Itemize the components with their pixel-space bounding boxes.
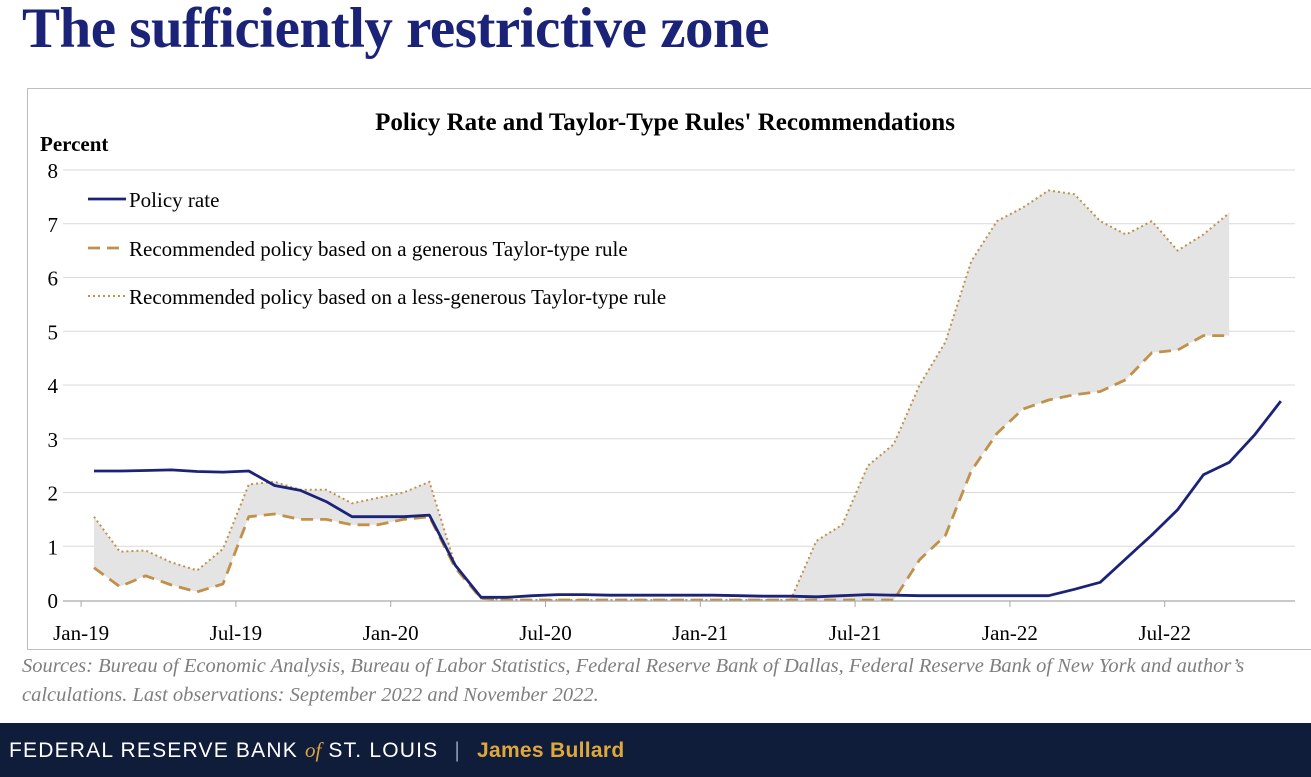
x-tick-label: Jan-21 bbox=[672, 621, 728, 645]
x-tick-label: Jan-22 bbox=[982, 621, 1038, 645]
sources-note: Sources: Bureau of Economic Analysis, Bu… bbox=[22, 655, 1245, 706]
y-axis-label: Percent bbox=[40, 132, 108, 156]
x-tick-label: Jan-19 bbox=[53, 621, 109, 645]
footer-separator: | bbox=[454, 739, 461, 762]
legend-label: Policy rate bbox=[129, 188, 219, 212]
y-tick-label: 3 bbox=[48, 428, 59, 452]
y-tick-label: 8 bbox=[48, 159, 59, 183]
footer-bank-of: of bbox=[304, 738, 322, 762]
footer-bar: FEDERAL RESERVE BANK of ST. LOUIS | James … bbox=[0, 723, 1311, 777]
slide-title: The sufficiently restrictive zone bbox=[22, 0, 770, 60]
footer-bank-name: FEDERAL RESERVE BANK bbox=[9, 739, 305, 762]
y-tick-label: 6 bbox=[48, 267, 59, 291]
chart-title: Policy Rate and Taylor-Type Rules' Recom… bbox=[375, 109, 955, 136]
y-tick-label: 2 bbox=[48, 482, 59, 506]
shaded-band bbox=[94, 190, 1230, 600]
chart: Policy Rate and Taylor-Type Rules' Recom… bbox=[40, 109, 1295, 645]
shaded-area bbox=[94, 190, 1230, 600]
y-tick-label: 0 bbox=[48, 589, 59, 613]
legend-label: Recommended policy based on a generous T… bbox=[129, 237, 628, 261]
y-tick-label: 5 bbox=[48, 320, 59, 344]
legend: Policy rate Recommended policy based on a… bbox=[88, 188, 666, 309]
generous-rule-line bbox=[93, 334, 1230, 602]
x-tick-label: Jul-22 bbox=[1138, 621, 1191, 645]
chart-frame bbox=[27, 88, 1311, 650]
footer-bank-city: ST. LOUIS bbox=[321, 739, 439, 762]
x-tick-label: Jul-19 bbox=[210, 621, 263, 645]
y-tick-label: 4 bbox=[48, 374, 59, 398]
x-tick-label: Jul-21 bbox=[829, 621, 882, 645]
x-tick-label: Jul-20 bbox=[519, 621, 572, 645]
axes: 0 1 2 3 4 5 6 7 8 Jan-19 Jul-19 Jan-20 Jul-20 Jan-21 J… bbox=[48, 159, 1295, 645]
x-tick-label: Jan-20 bbox=[363, 621, 419, 645]
policy-rate-line bbox=[94, 400, 1282, 599]
series-lines bbox=[93, 189, 1282, 602]
y-tick-label: 1 bbox=[48, 535, 59, 559]
legend-label: Recommended policy based on a less-gener… bbox=[129, 285, 666, 309]
y-tick-label: 7 bbox=[48, 213, 59, 237]
footer-author: James Bullard bbox=[477, 739, 625, 762]
